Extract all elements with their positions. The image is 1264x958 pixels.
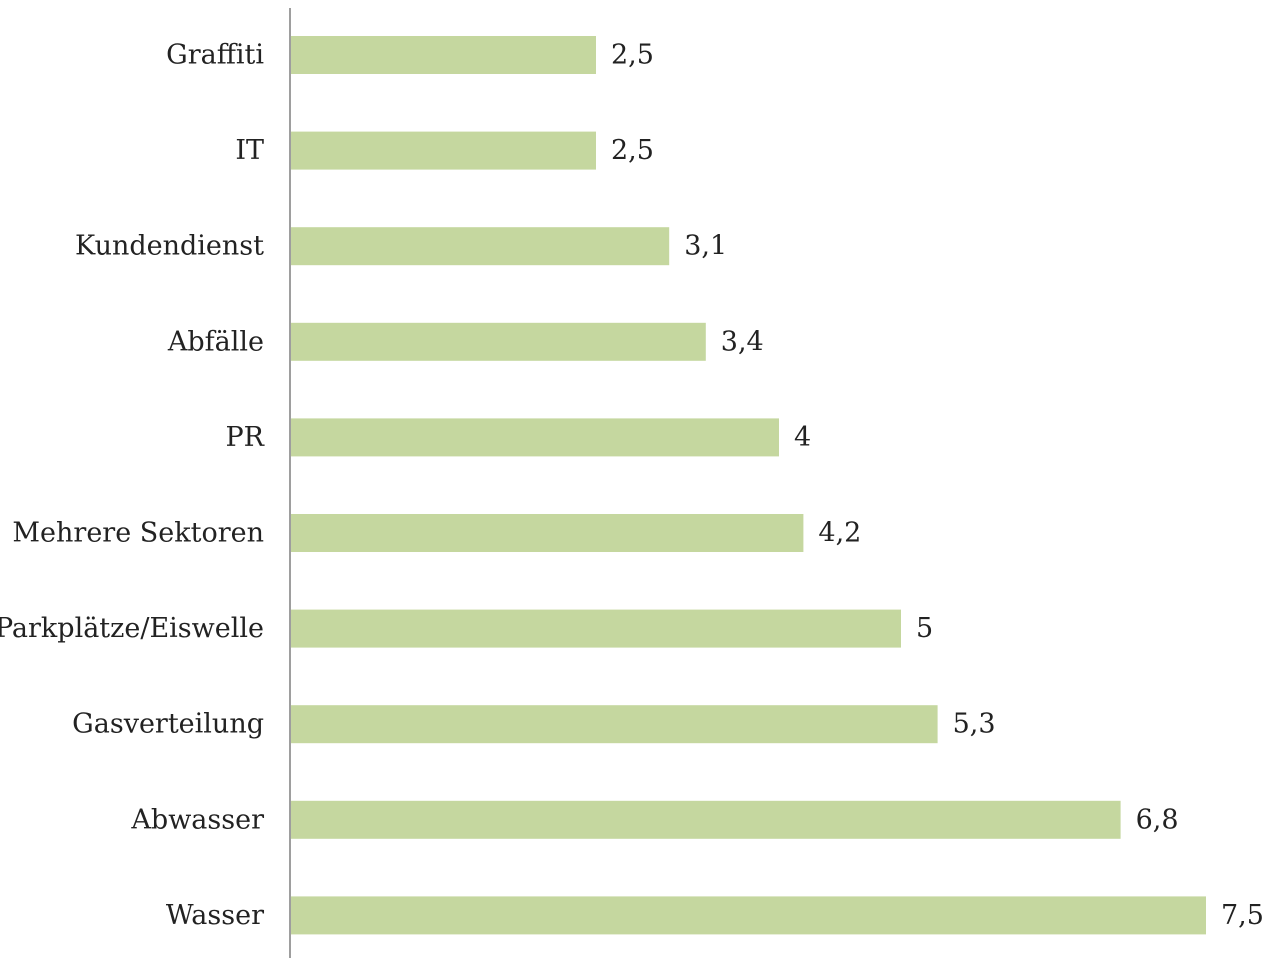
category-label: IT (235, 135, 264, 166)
category-label: Parkplätze/Eiswelle (0, 613, 264, 644)
value-label: 5,3 (953, 709, 996, 740)
value-label: 5 (916, 613, 933, 644)
bar-0 (291, 36, 596, 74)
category-label: Kundendienst (75, 231, 264, 262)
category-label: Graffiti (166, 40, 264, 71)
category-label: Mehrere Sektoren (12, 518, 264, 549)
bar-5 (291, 514, 804, 552)
value-label: 4,2 (818, 518, 861, 549)
labels-layer: Graffiti 2,5 IT 2,5 Kundendienst 3,1 Abfälle 3,… (0, 40, 1264, 931)
value-label: 2,5 (611, 135, 654, 166)
value-label: 7,5 (1221, 900, 1264, 931)
value-label: 2,5 (611, 40, 654, 71)
category-label: Gasverteilung (72, 709, 264, 740)
bar-4 (291, 418, 779, 457)
category-label: Abfälle (167, 326, 264, 357)
bar-3 (291, 322, 706, 361)
bar-1 (291, 131, 596, 170)
category-label: Wasser (166, 900, 264, 931)
value-label: 3,1 (684, 231, 727, 262)
value-label: 4 (794, 422, 811, 453)
category-label: Abwasser (130, 804, 264, 835)
value-label: 3,4 (721, 326, 764, 357)
value-label: 6,8 (1136, 804, 1179, 835)
bars-layer (291, 36, 1206, 935)
category-label: PR (226, 422, 265, 453)
bar-8 (291, 800, 1121, 839)
bar-6 (291, 609, 901, 648)
bar-9 (291, 896, 1206, 935)
bar-7 (291, 705, 938, 744)
bar-2 (291, 227, 670, 266)
